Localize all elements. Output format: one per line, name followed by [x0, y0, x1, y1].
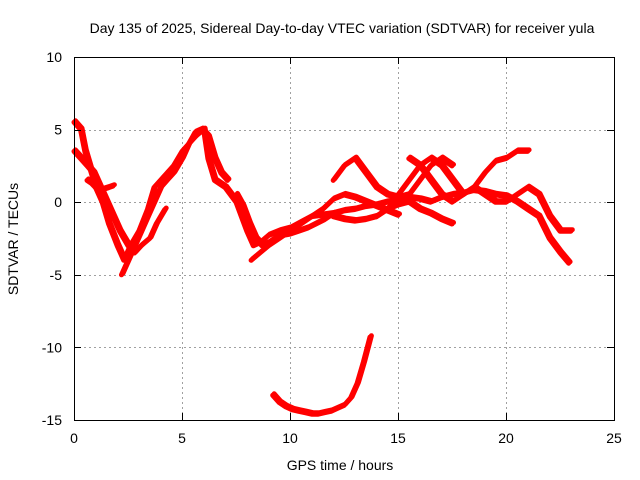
- series-line-track-8-texture: [332, 198, 456, 225]
- x-axis-label: GPS time / hours: [287, 457, 394, 473]
- series-line-track-9-texture: [375, 147, 532, 218]
- y-tick-label: -5: [50, 267, 63, 283]
- y-tick-labels: -15 -10 -5 0 5 10: [42, 49, 62, 428]
- x-tick-label: 5: [178, 430, 186, 446]
- x-tick-label: 15: [390, 430, 406, 446]
- x-tick-label: 0: [70, 430, 78, 446]
- y-tick-label: 5: [54, 122, 62, 138]
- x-tick-label: 10: [282, 430, 298, 446]
- x-tick-labels: 0 5 10 15 20 25: [70, 430, 622, 446]
- axis-ticks: [74, 57, 615, 421]
- series-group: [71, 118, 575, 417]
- series-line-track-2-texture: [73, 147, 169, 254]
- series-line-track-10-texture: [407, 154, 575, 233]
- y-tick-label: -10: [42, 339, 62, 355]
- plot-frame: [74, 57, 615, 421]
- series-line-track-4-texture: [120, 125, 232, 276]
- series-line-track-3-texture: [86, 176, 117, 192]
- y-tick-label: 0: [54, 194, 62, 210]
- x-tick-label: 20: [498, 430, 514, 446]
- x-tick-label: 25: [606, 430, 622, 446]
- series-line-track-6-texture: [250, 190, 402, 262]
- chart-title: Day 135 of 2025, Sidereal Day-to-day VTE…: [90, 20, 595, 36]
- y-tick-label: -15: [42, 412, 62, 428]
- series-line-track-11-texture: [271, 333, 374, 416]
- y-tick-label: 10: [46, 49, 62, 65]
- y-axis-label: SDTVAR / TECUs: [5, 183, 21, 295]
